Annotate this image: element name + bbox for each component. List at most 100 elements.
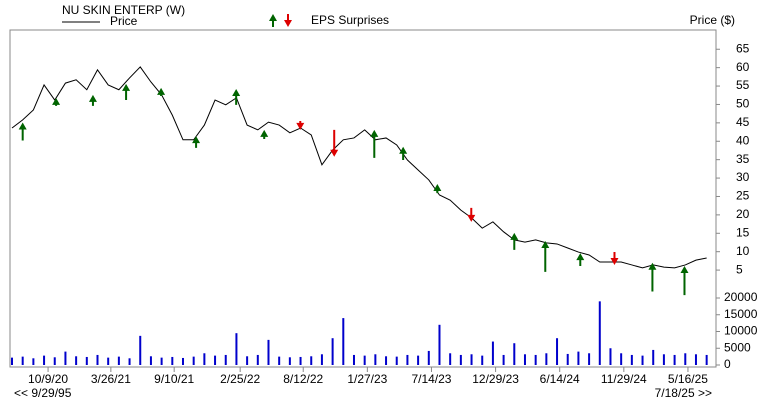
eps-arrow-up (260, 129, 269, 140)
volume-bar (32, 358, 35, 365)
plot-frame (9, 29, 717, 368)
volume-bar (203, 353, 206, 365)
volume-bar (694, 354, 697, 365)
volume-bar (417, 355, 420, 365)
volume-bar (96, 354, 99, 365)
volume-bar (438, 324, 441, 365)
volume-bar (224, 354, 227, 365)
y-tick-label: 55 (736, 78, 750, 92)
volume-bar (385, 356, 388, 365)
price-line (11, 66, 707, 269)
eps-arrow-up (157, 87, 166, 96)
eps-arrow-up (433, 183, 442, 194)
eps-arrow-up (680, 266, 689, 296)
volume-tick-label: 20000 (724, 290, 758, 304)
volume-tick-label: 0 (724, 357, 731, 371)
eps-arrow-down (296, 121, 305, 130)
volume-bar (620, 353, 623, 365)
volume-bar (75, 356, 78, 365)
x-tick-label: 7/14/23 (411, 372, 451, 386)
volume-bar (502, 354, 505, 365)
eps-arrow-up (122, 83, 131, 101)
eps-arrow-down (330, 129, 339, 157)
volume-bar (363, 355, 366, 365)
volume-bar (43, 355, 46, 365)
y-tick-label: 45 (736, 115, 750, 129)
volume-bar (630, 354, 633, 365)
eps-arrow-up (192, 136, 201, 148)
y-tick-label: 10 (736, 244, 750, 258)
y-tick-label: 60 (736, 60, 750, 74)
volume-bar (534, 354, 537, 365)
y-tick-label: 15 (736, 225, 750, 239)
volume-bar (673, 354, 676, 365)
volume-bar (459, 354, 462, 365)
eps-arrow-up (370, 129, 379, 158)
volume-bar (556, 338, 559, 365)
eps-arrow-up (18, 122, 27, 141)
volume-bar (320, 354, 323, 365)
volume-bar (267, 339, 270, 365)
x-tick-label: 11/29/24 (601, 372, 647, 386)
y-tick-label: 35 (736, 152, 750, 166)
volume-bar (588, 353, 591, 365)
volume-bar (427, 350, 430, 365)
volume-bar (566, 353, 569, 365)
volume-bar (705, 354, 708, 365)
volume-bar (85, 356, 88, 365)
volume-bar (139, 335, 142, 365)
legend-label: EPS Surprises (311, 13, 389, 27)
volume-bar (523, 354, 526, 365)
volume-bar (128, 358, 131, 365)
eps-arrow-up (399, 146, 408, 161)
volume-bar (107, 357, 110, 365)
x-tick-label: 6/14/24 (540, 372, 580, 386)
x-tick-label: 8/12/22 (283, 372, 323, 386)
eps-arrow-up (52, 97, 61, 106)
x-tick-label: 1/27/23 (347, 372, 387, 386)
volume-bar (684, 353, 687, 365)
eps-arrow-up (510, 232, 519, 250)
volume-bar (192, 356, 195, 365)
volume-bar (171, 356, 174, 365)
y-tick-label: 5 (736, 262, 743, 276)
volume-bar (395, 356, 398, 365)
x-tick-label: 5/16/25 (668, 372, 708, 386)
x-tick-label: 10/9/20 (28, 372, 68, 386)
volume-bar (652, 349, 655, 365)
volume-bar (117, 356, 120, 365)
x-tick-label: 12/29/23 (472, 372, 519, 386)
x-tick-label: 2/25/22 (220, 372, 260, 386)
volume-bar (299, 356, 302, 365)
volume-bar (609, 348, 612, 365)
volume-bar (342, 318, 345, 365)
volume-bar (449, 353, 452, 365)
y-tick-label: 50 (736, 97, 750, 111)
eps-arrow-up (541, 241, 550, 272)
eps-arrow-up (232, 88, 241, 105)
volume-bar (53, 357, 56, 365)
volume-bar (545, 353, 548, 365)
eps-arrow-down (467, 207, 476, 222)
legend-arrow-up (269, 14, 277, 27)
legend-label: Price (110, 14, 138, 28)
eps-arrow-up (88, 94, 97, 106)
volume-bar (406, 354, 409, 365)
volume-bar (513, 343, 516, 365)
volume-bar (491, 341, 494, 365)
volume-bar (256, 354, 259, 365)
range-end: 7/18/25 >> (655, 386, 712, 400)
volume-bar (481, 355, 484, 365)
volume-tick-label: 10000 (724, 324, 758, 338)
volume-bar (662, 354, 665, 365)
y-tick-label: 20 (736, 207, 750, 221)
volume-bar (310, 356, 313, 365)
volume-bar (235, 333, 238, 365)
y-tick-label: 25 (736, 189, 750, 203)
volume-bar (278, 356, 281, 365)
volume-bar (374, 354, 377, 365)
x-tick-label: 3/26/21 (91, 372, 131, 386)
volume-bar (288, 357, 291, 365)
volume-bar (641, 355, 644, 365)
chart-title: NU SKIN ENTERP (W) (62, 3, 185, 17)
